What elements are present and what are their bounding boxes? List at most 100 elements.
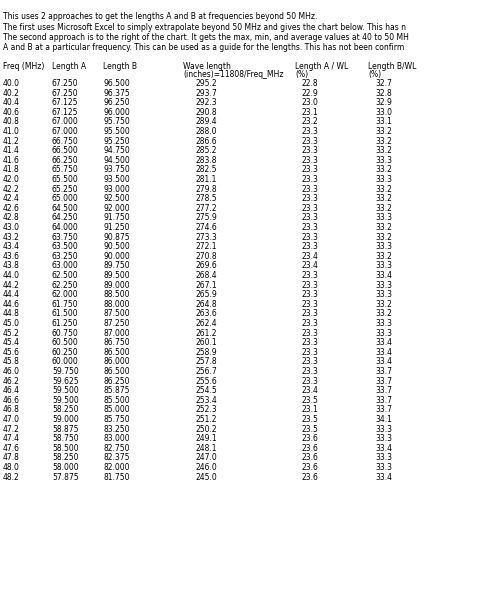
- Text: 82.375: 82.375: [103, 453, 130, 462]
- Text: 33.0: 33.0: [375, 108, 392, 117]
- Text: 295.2: 295.2: [195, 79, 216, 88]
- Text: 283.8: 283.8: [195, 156, 216, 165]
- Text: 46.2: 46.2: [3, 376, 20, 385]
- Text: 90.500: 90.500: [103, 242, 130, 251]
- Text: 47.8: 47.8: [3, 453, 20, 462]
- Text: 272.1: 272.1: [195, 242, 216, 251]
- Text: 87.500: 87.500: [103, 309, 130, 319]
- Text: 292.3: 292.3: [195, 98, 216, 107]
- Text: 33.2: 33.2: [375, 233, 392, 242]
- Text: Freq (MHz): Freq (MHz): [3, 62, 44, 71]
- Text: 83.250: 83.250: [103, 424, 130, 434]
- Text: 59.500: 59.500: [52, 396, 79, 405]
- Text: 62.500: 62.500: [52, 271, 79, 280]
- Text: 23.3: 23.3: [302, 204, 319, 213]
- Text: 23.4: 23.4: [302, 386, 319, 395]
- Text: 61.750: 61.750: [52, 300, 79, 309]
- Text: 23.3: 23.3: [302, 357, 319, 367]
- Text: 33.3: 33.3: [375, 156, 392, 165]
- Text: 33.2: 33.2: [375, 223, 392, 232]
- Text: 23.3: 23.3: [302, 348, 319, 357]
- Text: 23.1: 23.1: [302, 406, 319, 414]
- Text: Length B: Length B: [103, 62, 137, 71]
- Text: 96.000: 96.000: [103, 108, 130, 117]
- Text: 40.0: 40.0: [3, 79, 20, 88]
- Text: 286.6: 286.6: [195, 136, 216, 146]
- Text: 86.500: 86.500: [103, 348, 130, 357]
- Text: 22.9: 22.9: [302, 88, 319, 97]
- Text: 89.750: 89.750: [103, 261, 130, 270]
- Text: 23.3: 23.3: [302, 281, 319, 290]
- Text: 92.500: 92.500: [103, 194, 130, 203]
- Text: 45.2: 45.2: [3, 329, 20, 337]
- Text: 82.000: 82.000: [103, 463, 130, 472]
- Text: 58.500: 58.500: [52, 444, 79, 453]
- Text: 81.750: 81.750: [103, 473, 130, 482]
- Text: 285.2: 285.2: [195, 146, 216, 155]
- Text: 23.3: 23.3: [302, 338, 319, 347]
- Text: 95.500: 95.500: [103, 127, 130, 136]
- Text: 33.3: 33.3: [375, 242, 392, 251]
- Text: 23.3: 23.3: [302, 319, 319, 328]
- Text: 22.8: 22.8: [302, 79, 319, 88]
- Text: 32.9: 32.9: [375, 98, 392, 107]
- Text: 33.7: 33.7: [375, 396, 392, 405]
- Text: 23.3: 23.3: [302, 367, 319, 376]
- Text: 88.000: 88.000: [103, 300, 130, 309]
- Text: 66.500: 66.500: [52, 146, 79, 155]
- Text: 290.8: 290.8: [195, 108, 216, 117]
- Text: 48.0: 48.0: [3, 463, 20, 472]
- Text: 67.000: 67.000: [52, 127, 79, 136]
- Text: 95.750: 95.750: [103, 118, 130, 127]
- Text: 23.1: 23.1: [302, 108, 319, 117]
- Text: 60.500: 60.500: [52, 338, 79, 347]
- Text: 65.750: 65.750: [52, 166, 79, 174]
- Text: Wave length: Wave length: [183, 62, 231, 71]
- Text: 33.2: 33.2: [375, 252, 392, 261]
- Text: 59.625: 59.625: [52, 376, 79, 385]
- Text: 33.3: 33.3: [375, 281, 392, 290]
- Text: 23.4: 23.4: [302, 261, 319, 270]
- Text: 87.000: 87.000: [103, 329, 130, 337]
- Text: 93.500: 93.500: [103, 175, 130, 184]
- Text: 282.5: 282.5: [195, 166, 216, 174]
- Text: 250.2: 250.2: [195, 424, 216, 434]
- Text: Length A: Length A: [52, 62, 86, 71]
- Text: 34.1: 34.1: [375, 415, 392, 424]
- Text: 278.5: 278.5: [195, 194, 216, 203]
- Text: 89.000: 89.000: [103, 281, 130, 290]
- Text: 262.4: 262.4: [195, 319, 216, 328]
- Text: 33.2: 33.2: [375, 185, 392, 194]
- Text: 45.6: 45.6: [3, 348, 20, 357]
- Text: 67.000: 67.000: [52, 118, 79, 127]
- Text: 59.000: 59.000: [52, 415, 79, 424]
- Text: (%): (%): [295, 70, 308, 79]
- Text: 87.250: 87.250: [103, 319, 130, 328]
- Text: 47.6: 47.6: [3, 444, 20, 453]
- Text: 289.4: 289.4: [195, 118, 216, 127]
- Text: 33.4: 33.4: [375, 348, 392, 357]
- Text: 43.6: 43.6: [3, 252, 20, 261]
- Text: 267.1: 267.1: [195, 281, 216, 290]
- Text: 258.9: 258.9: [195, 348, 216, 357]
- Text: 90.875: 90.875: [103, 233, 130, 242]
- Text: 23.3: 23.3: [302, 213, 319, 222]
- Text: 23.5: 23.5: [302, 424, 319, 434]
- Text: 89.500: 89.500: [103, 271, 130, 280]
- Text: 60.750: 60.750: [52, 329, 79, 337]
- Text: 63.000: 63.000: [52, 261, 79, 270]
- Text: 40.6: 40.6: [3, 108, 20, 117]
- Text: 45.8: 45.8: [3, 357, 20, 367]
- Text: 61.500: 61.500: [52, 309, 79, 319]
- Text: 33.4: 33.4: [375, 338, 392, 347]
- Text: 44.8: 44.8: [3, 309, 20, 319]
- Text: 23.3: 23.3: [302, 242, 319, 251]
- Text: 66.750: 66.750: [52, 136, 79, 146]
- Text: 86.750: 86.750: [103, 338, 130, 347]
- Text: 48.2: 48.2: [3, 473, 20, 482]
- Text: 95.250: 95.250: [103, 136, 130, 146]
- Text: 85.000: 85.000: [103, 406, 130, 414]
- Text: 86.000: 86.000: [103, 357, 130, 367]
- Text: 33.3: 33.3: [375, 463, 392, 472]
- Text: 23.3: 23.3: [302, 156, 319, 165]
